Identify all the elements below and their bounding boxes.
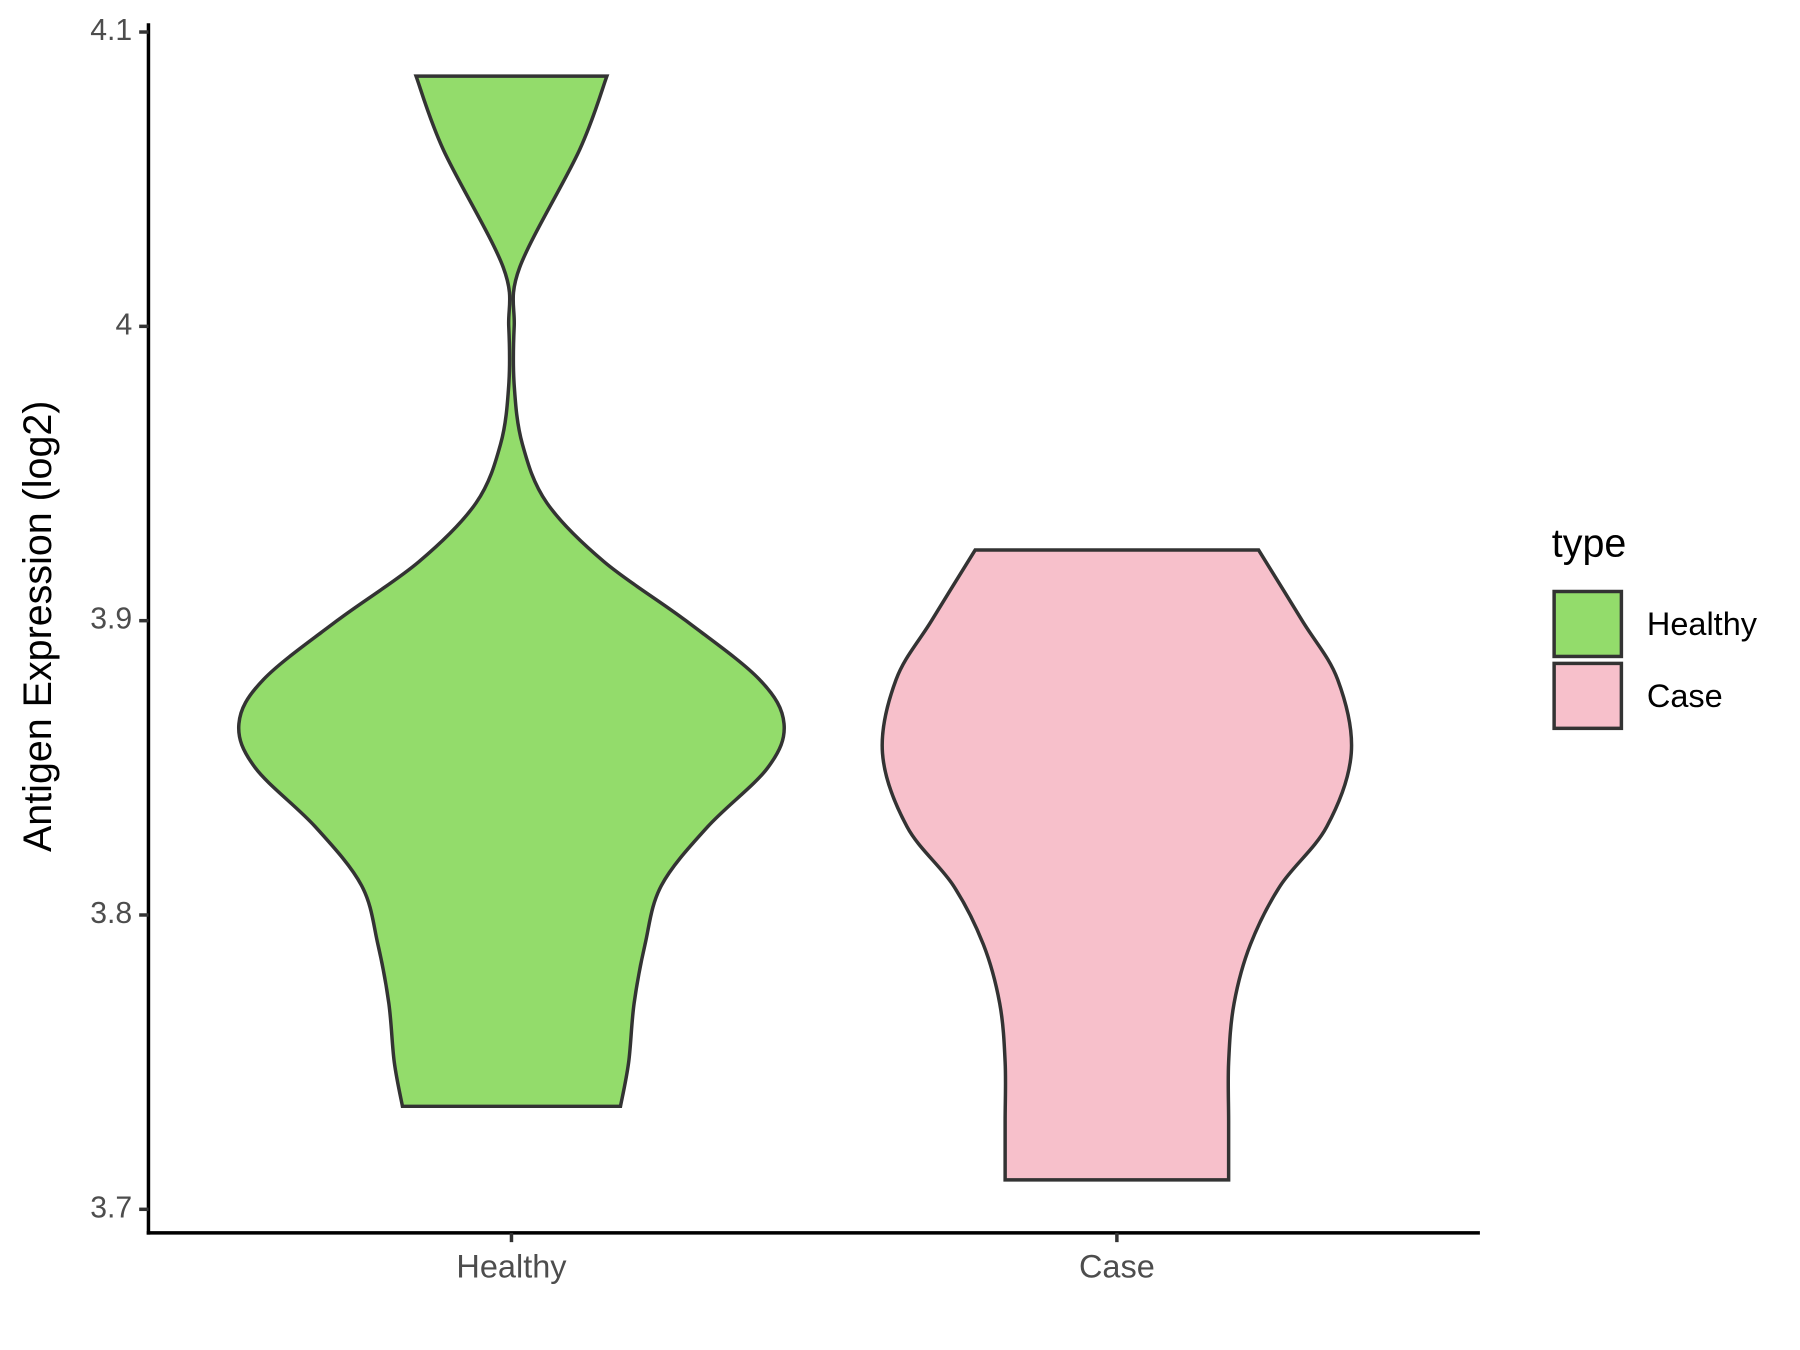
violin: [880, 548, 1354, 1182]
legend-label: Healthy: [1647, 606, 1758, 642]
y-tick-label: 3.9: [90, 603, 132, 636]
y-tick-label: 3.8: [90, 897, 132, 930]
legend-title: type: [1552, 522, 1627, 566]
legend-label: Case: [1647, 678, 1723, 714]
legend-key: [1552, 589, 1624, 659]
x-tick-label: Case: [1079, 1248, 1155, 1284]
y-tick-label: 4: [115, 308, 132, 341]
x-tick-label: Healthy: [456, 1248, 567, 1284]
legend-key: [1552, 661, 1624, 731]
violin: [236, 74, 786, 1109]
y-tick-label: 3.7: [90, 1191, 132, 1224]
y-tick-label: 4.1: [90, 14, 132, 47]
y-axis-label: Antigen Expression (log2): [16, 401, 60, 852]
